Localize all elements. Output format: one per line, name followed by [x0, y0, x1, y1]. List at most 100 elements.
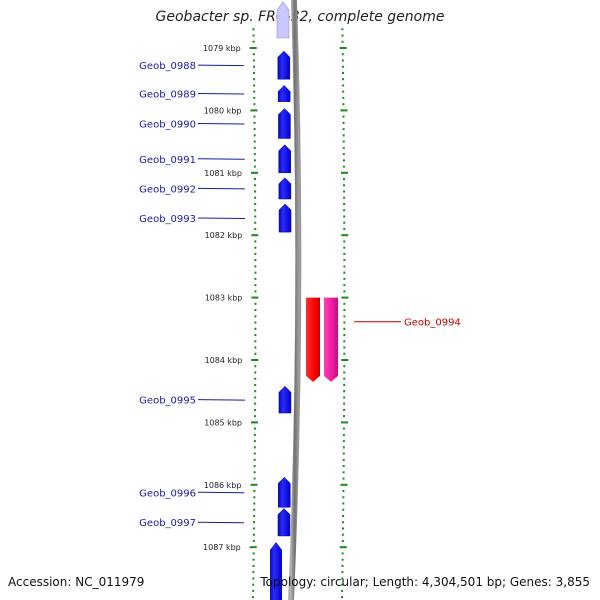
scale-tick-label: 1084 kbp [205, 356, 243, 365]
minor-tick-outer [341, 53, 344, 56]
scale-tick-label: 1087 kbp [203, 543, 241, 552]
minor-tick-inner [253, 159, 256, 162]
minor-tick-outer [342, 146, 345, 149]
minor-tick-inner [254, 402, 257, 405]
gene-label[interactable]: Geob_0996 [139, 488, 196, 499]
minor-tick-outer [342, 153, 345, 156]
minor-tick-outer [341, 552, 344, 555]
minor-tick-inner [253, 496, 256, 499]
minor-tick-inner [254, 265, 257, 268]
gene-label[interactable]: Geob_0992 [139, 184, 196, 195]
minor-tick-outer [341, 564, 344, 567]
minor-tick-outer [343, 415, 346, 418]
minor-tick-outer [342, 496, 345, 499]
gene-labels: Geob_0988 Geob_0989 Geob_0990 Geob_0991 Geob… [139, 61, 461, 529]
gene-arrow-forward[interactable] [278, 476, 291, 508]
minor-tick-inner [253, 84, 256, 87]
minor-tick-inner [253, 134, 256, 137]
gene-arrow-reverse-inner[interactable] [324, 297, 338, 382]
minor-tick-outer [343, 271, 346, 274]
minor-tick-inner [252, 59, 255, 62]
minor-tick-outer [343, 371, 346, 374]
genome-summary-text: Topology: circular; Length: 4,304,501 bp… [260, 575, 590, 589]
major-tick-outer [339, 546, 347, 549]
minor-tick-outer [342, 452, 345, 455]
minor-tick-outer [342, 84, 345, 87]
minor-tick-inner [254, 346, 257, 349]
gene-label[interactable]: Geob_0991 [139, 155, 196, 166]
minor-tick-outer [342, 465, 345, 468]
scale-tick-label: 1080 kbp [204, 106, 242, 115]
gene-arrow-forward-partial [276, 1, 290, 39]
gene-label[interactable]: Geob_0994 [404, 318, 461, 329]
minor-tick-inner [253, 446, 256, 449]
gene-arrow-reverse[interactable] [306, 297, 320, 382]
minor-tick-inner [254, 340, 257, 343]
gene-arrow-forward[interactable] [278, 108, 291, 139]
inner-tick-track [249, 28, 259, 599]
minor-tick-outer [342, 134, 345, 137]
minor-tick-inner [254, 190, 257, 193]
minor-tick-outer [341, 40, 344, 43]
accession-text: Accession: NC_011979 [8, 575, 145, 589]
minor-tick-inner [253, 103, 256, 106]
minor-tick-inner [254, 315, 257, 318]
minor-tick-outer [342, 78, 345, 81]
minor-tick-inner [253, 433, 256, 436]
gene-label[interactable]: Geob_0989 [139, 90, 196, 101]
gene-arrow-forward[interactable] [277, 508, 291, 537]
minor-tick-inner [253, 121, 256, 124]
minor-tick-outer [342, 515, 345, 517]
minor-tick-outer [343, 327, 346, 330]
minor-tick-inner [252, 40, 255, 43]
minor-tick-outer [341, 59, 344, 62]
minor-tick-inner [254, 302, 257, 305]
minor-tick-outer [342, 128, 345, 131]
scale-labels: 1079 kbp 1080 kbp 1081 kbp 1082 kbp 1083 kbp… [203, 44, 242, 552]
gene-label[interactable]: Geob_0990 [139, 120, 196, 131]
minor-tick-outer [341, 533, 344, 536]
minor-tick-outer [343, 309, 346, 312]
minor-tick-inner [254, 184, 257, 187]
gene-label[interactable]: Geob_0997 [139, 518, 196, 529]
minor-tick-inner [253, 165, 256, 168]
gene-label[interactable]: Geob_0995 [139, 396, 196, 407]
major-tick-inner [251, 359, 259, 361]
gene-arrow-forward[interactable] [278, 385, 292, 414]
minor-tick-inner [254, 246, 257, 249]
minor-tick-outer [342, 140, 345, 143]
minor-tick-outer [342, 159, 345, 162]
minor-tick-inner [254, 178, 257, 181]
minor-tick-outer [343, 227, 346, 230]
minor-tick-inner [253, 71, 256, 74]
minor-tick-outer [343, 246, 346, 249]
minor-tick-outer [343, 346, 346, 349]
minor-tick-inner [254, 321, 257, 324]
scale-tick-label: 1082 kbp [205, 231, 243, 240]
minor-tick-inner [254, 377, 257, 380]
major-tick-outer [341, 296, 349, 299]
gene-arrow-forward[interactable] [278, 177, 292, 200]
gene-arrow-forward[interactable] [278, 203, 292, 233]
gene-arrow-forward[interactable] [278, 144, 291, 174]
minor-tick-outer [343, 377, 346, 380]
minor-tick-inner [253, 521, 256, 524]
minor-tick-inner [254, 371, 257, 374]
gene-label[interactable]: Geob_0988 [139, 61, 196, 72]
minor-tick-inner [253, 477, 256, 480]
minor-tick-outer [343, 290, 346, 293]
gene-label[interactable]: Geob_0993 [139, 214, 196, 225]
minor-tick-inner [252, 577, 255, 580]
minor-tick-inner [254, 383, 257, 386]
minor-tick-inner [253, 465, 256, 468]
minor-tick-inner [252, 583, 255, 586]
minor-tick-outer [341, 577, 344, 580]
gene-arrow-forward[interactable] [277, 50, 291, 80]
minor-tick-inner [254, 252, 257, 255]
minor-tick-outer [342, 115, 345, 118]
gene-arrow-forward[interactable] [277, 85, 291, 102]
gene-label-connector [197, 64, 244, 67]
gene-label-connector [197, 521, 244, 524]
major-tick-inner [250, 421, 258, 424]
scale-tick-label: 1086 kbp [204, 481, 242, 490]
